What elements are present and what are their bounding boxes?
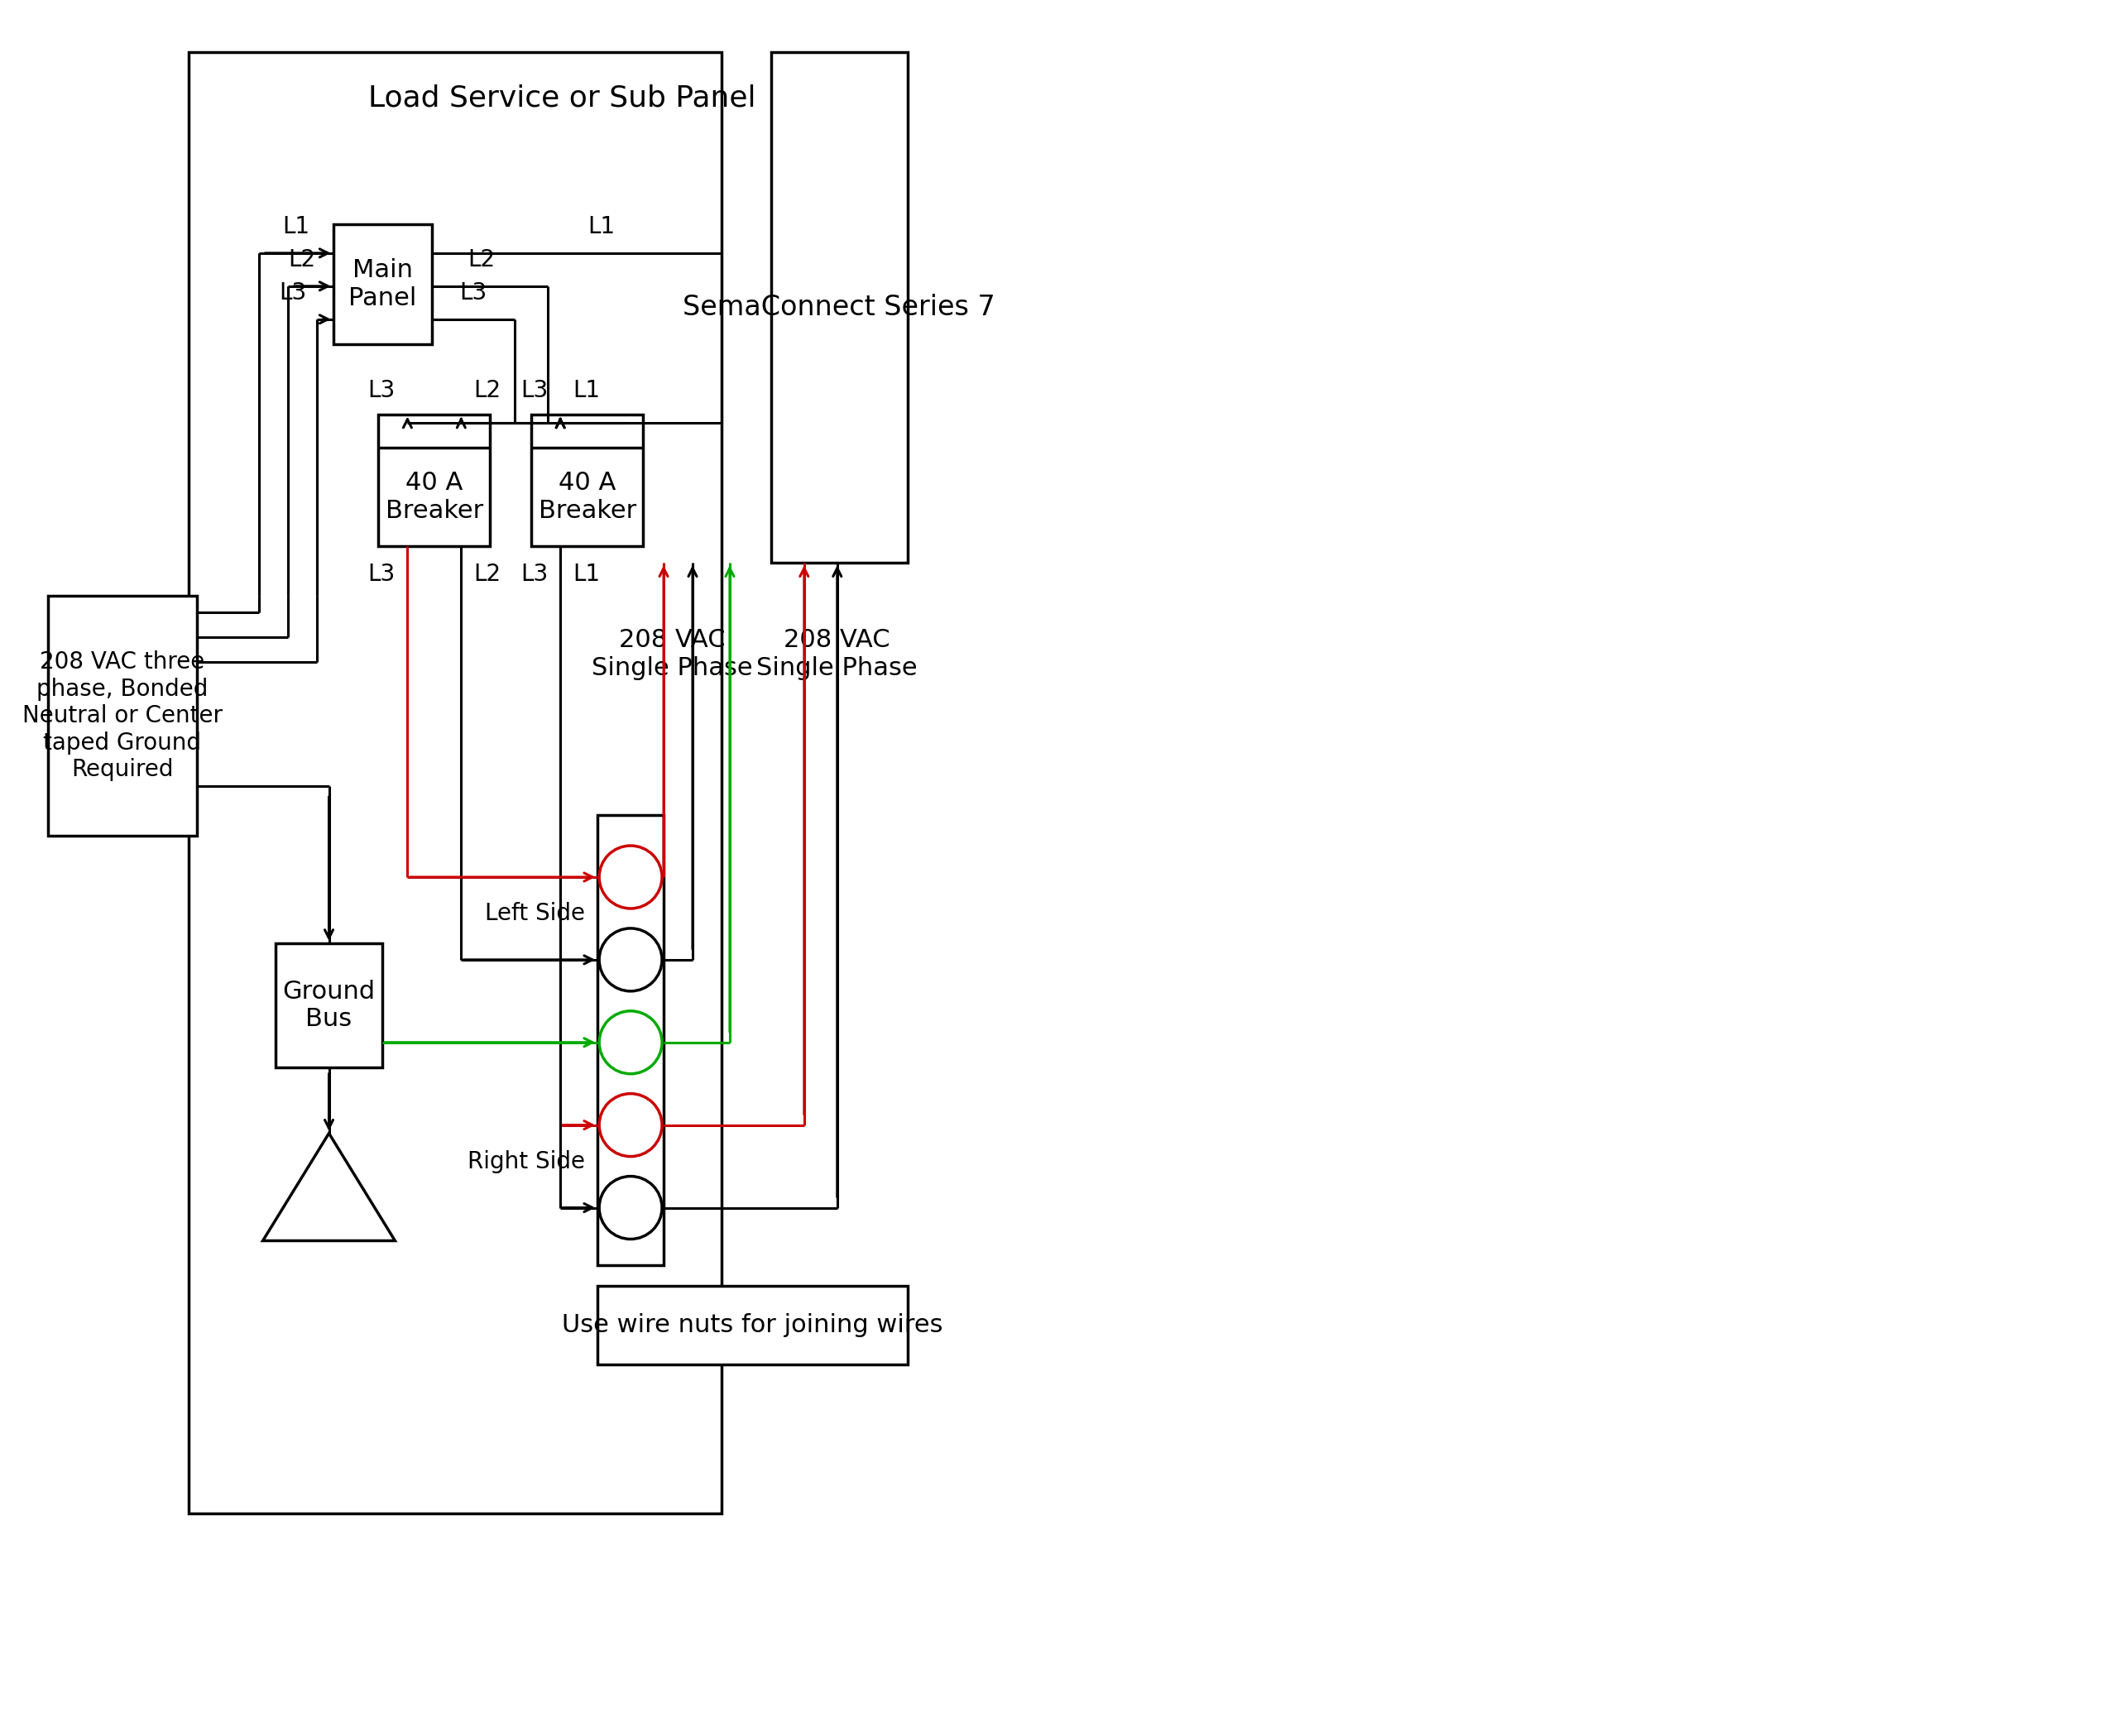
- Text: L3: L3: [521, 378, 549, 401]
- Text: L2: L2: [473, 378, 500, 401]
- Text: L3: L3: [279, 281, 306, 304]
- Bar: [532, 415, 644, 547]
- Text: L2: L2: [468, 248, 496, 271]
- Bar: [770, 52, 907, 562]
- Bar: [188, 52, 722, 1514]
- Bar: [378, 415, 490, 547]
- Text: L3: L3: [367, 562, 395, 587]
- Text: SemaConnect Series 7: SemaConnect Series 7: [684, 293, 996, 321]
- Text: 40 A
Breaker: 40 A Breaker: [538, 470, 635, 523]
- Circle shape: [599, 929, 663, 991]
- Text: Load Service or Sub Panel: Load Service or Sub Panel: [369, 83, 755, 111]
- Text: Use wire nuts for joining wires: Use wire nuts for joining wires: [561, 1314, 943, 1337]
- Circle shape: [599, 845, 663, 908]
- Circle shape: [599, 1010, 663, 1075]
- Text: 208 VAC
Single Phase: 208 VAC Single Phase: [757, 628, 918, 681]
- Text: L3: L3: [367, 378, 395, 401]
- Bar: [49, 595, 196, 835]
- Text: L3: L3: [460, 281, 487, 304]
- Text: L1: L1: [572, 562, 599, 587]
- Text: L2: L2: [473, 562, 500, 587]
- Text: 208 VAC
Single Phase: 208 VAC Single Phase: [591, 628, 753, 681]
- Bar: [333, 224, 433, 344]
- Bar: [597, 1286, 907, 1364]
- Text: L1: L1: [283, 215, 310, 238]
- Circle shape: [599, 1094, 663, 1156]
- Text: L3: L3: [521, 562, 549, 587]
- Text: 40 A
Breaker: 40 A Breaker: [386, 470, 483, 523]
- Text: Ground
Bus: Ground Bus: [283, 979, 376, 1031]
- Text: L1: L1: [589, 215, 616, 238]
- Bar: [274, 943, 382, 1068]
- Text: Main
Panel: Main Panel: [348, 259, 418, 311]
- Bar: [597, 816, 665, 1266]
- Text: 208 VAC three
phase, Bonded
Neutral or Center
taped Ground
Required: 208 VAC three phase, Bonded Neutral or C…: [23, 651, 222, 781]
- Circle shape: [599, 1177, 663, 1240]
- Text: Left Side: Left Side: [485, 903, 584, 925]
- Text: L1: L1: [572, 378, 599, 401]
- Text: L2: L2: [287, 248, 314, 271]
- Text: Right Side: Right Side: [468, 1149, 584, 1174]
